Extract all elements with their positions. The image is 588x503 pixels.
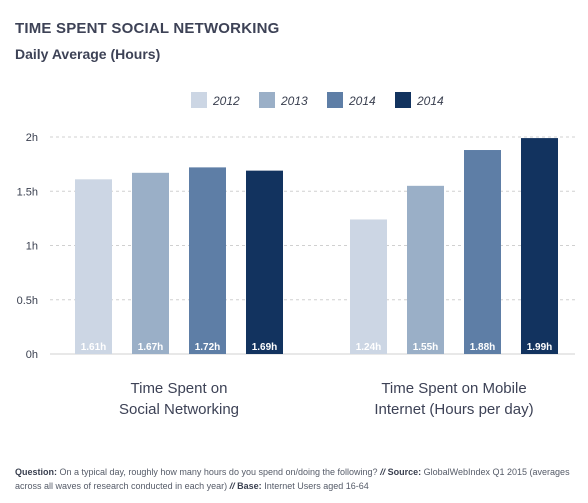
footnote: Question: On a typical day, roughly how … — [15, 465, 575, 493]
y-tick-label: 2h — [26, 132, 38, 144]
category-label: Internet (Hours per day) — [374, 401, 533, 418]
data-label: 1.55h — [413, 342, 439, 353]
bar — [189, 167, 226, 354]
separator-2: // — [229, 481, 235, 491]
legend-swatch — [327, 92, 343, 108]
data-label: 1.69h — [252, 342, 278, 353]
bar — [132, 172, 169, 354]
legend-swatch — [259, 92, 275, 108]
data-label: 1.99h — [527, 342, 553, 353]
bar — [350, 219, 387, 354]
bar — [464, 150, 501, 354]
base-label: Base: — [237, 481, 262, 491]
category-label: Time Spent on — [131, 380, 228, 397]
data-label: 1.61h — [81, 342, 107, 353]
question-text: On a typical day, roughly how many hours… — [59, 467, 378, 477]
y-tick-label: 1.5h — [17, 186, 38, 198]
y-tick-label: 0h — [26, 349, 38, 361]
legend-swatch — [395, 92, 411, 108]
separator-1: // — [380, 467, 386, 477]
category-label: Social Networking — [119, 401, 239, 418]
data-label: 1.72h — [195, 342, 221, 353]
legend-label: 2013 — [280, 94, 308, 108]
source-label: Source: — [387, 467, 422, 477]
chart-title: TIME SPENT SOCIAL NETWORKING — [15, 20, 280, 37]
category-label: Time Spent on Mobile — [381, 380, 526, 397]
legend-label: 2012 — [212, 94, 240, 108]
chart-subtitle: Daily Average (Hours) — [15, 46, 161, 62]
source-text: GlobalWebIndex Q1 2015 (averages across … — [15, 467, 570, 491]
bar — [407, 185, 444, 354]
data-label: 1.67h — [138, 342, 164, 353]
legend-label: 2014 — [416, 94, 444, 108]
legend-label: 2014 — [348, 94, 376, 108]
bar — [246, 170, 283, 354]
question-label: Question: — [15, 467, 57, 477]
bar — [521, 138, 558, 354]
data-label: 1.88h — [470, 342, 496, 353]
y-tick-label: 1h — [26, 241, 38, 253]
data-label: 1.24h — [356, 342, 382, 353]
base-text: Internet Users aged 16-64 — [264, 481, 369, 491]
legend-swatch — [191, 92, 207, 108]
y-tick-label: 0.5h — [17, 295, 38, 307]
bar — [75, 179, 112, 354]
